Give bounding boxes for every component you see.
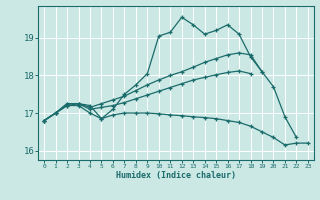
X-axis label: Humidex (Indice chaleur): Humidex (Indice chaleur) [116,171,236,180]
